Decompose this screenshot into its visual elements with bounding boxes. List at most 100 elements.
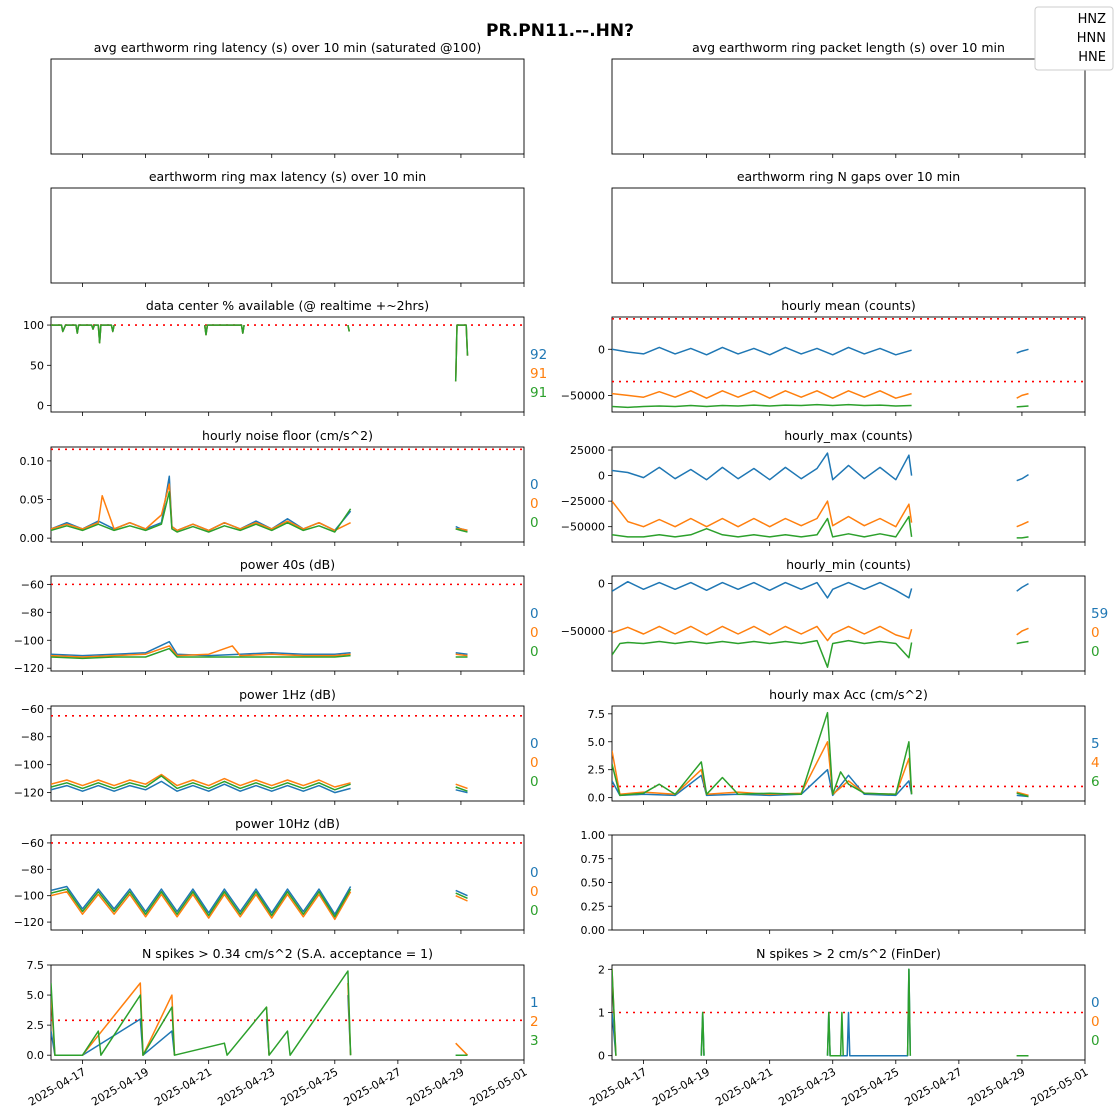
x-tick-label: 2025-04-29 bbox=[405, 1065, 467, 1108]
series-line-hnn bbox=[612, 741, 1029, 797]
y-tick-label: 7.5 bbox=[588, 708, 606, 721]
panel-title: hourly mean (counts) bbox=[781, 298, 915, 313]
series-line-hnn bbox=[51, 483, 468, 532]
y-tick-label: 0.75 bbox=[581, 853, 606, 866]
y-tick-label: 5.0 bbox=[588, 736, 606, 749]
x-tick-label: 2025-05-01 bbox=[468, 1065, 530, 1108]
panel-title: earthworm ring N gaps over 10 min bbox=[737, 169, 960, 184]
y-tick-label: −50000 bbox=[561, 521, 605, 534]
series-line-hne bbox=[612, 403, 1029, 409]
legend-box bbox=[1034, 6, 1114, 71]
y-tick-label: 50 bbox=[30, 359, 44, 372]
panel-title: hourly_max (counts) bbox=[784, 428, 913, 443]
count-label-hne: 91 bbox=[530, 385, 547, 401]
y-tick-label: 5.0 bbox=[27, 989, 45, 1002]
series-line-hne bbox=[51, 647, 468, 660]
y-tick-label: −100 bbox=[14, 634, 44, 647]
series-line-hnn bbox=[612, 625, 1029, 642]
x-tick-label: 2025-04-19 bbox=[89, 1065, 151, 1108]
series-line-hnn bbox=[612, 390, 1029, 399]
panel-p40: power 40s (dB) −60 −80 −100 −120 0 0 0 bbox=[14, 557, 539, 675]
series-line-hnz bbox=[612, 768, 1029, 798]
axes-frame bbox=[50, 58, 525, 155]
y-tick-label: 0.0 bbox=[27, 1049, 45, 1062]
count-label-hnz: 59 bbox=[1091, 606, 1108, 622]
x-tick-label: 2025-04-23 bbox=[215, 1065, 277, 1108]
panel-accmax: hourly max Acc (cm/s^2) 0.0 2.5 5.0 7.5 5 4 6 bbox=[588, 687, 1100, 805]
y-tick-label: −50000 bbox=[561, 625, 605, 638]
panel-lat_avg: avg earthworm ring latency (s) over 10 m… bbox=[50, 40, 525, 158]
series-line-hnz bbox=[51, 640, 468, 657]
series-line-hnn bbox=[51, 324, 469, 382]
series-line-hne bbox=[51, 324, 469, 382]
count-label-hnn: 0 bbox=[530, 625, 539, 641]
axes-frame bbox=[611, 575, 1086, 672]
x-tick-label: 2025-04-27 bbox=[341, 1065, 403, 1108]
legend-entry-hnn: HNN bbox=[1077, 31, 1106, 46]
y-tick-label: 0 bbox=[598, 343, 605, 356]
y-tick-label: 1 bbox=[598, 1007, 605, 1020]
count-label-hnz: 92 bbox=[530, 347, 547, 363]
count-label-hnn: 2 bbox=[530, 1014, 539, 1030]
panel-title: avg earthworm ring packet length (s) ove… bbox=[692, 40, 1005, 55]
count-label-hnz: 0 bbox=[530, 736, 539, 752]
series-line-hne bbox=[51, 775, 468, 792]
count-label-hnz: 1 bbox=[530, 995, 539, 1011]
panel-pkt_len: avg earthworm ring packet length (s) ove… bbox=[611, 40, 1086, 158]
panel-empty: 0.00 0.25 0.50 0.75 1.00 bbox=[581, 829, 1086, 937]
y-tick-label: 0.10 bbox=[20, 455, 45, 468]
x-tick-label: 2025-04-21 bbox=[152, 1065, 214, 1108]
panels: avg earthworm ring latency (s) over 10 m… bbox=[14, 40, 1108, 1109]
panel-title: power 1Hz (dB) bbox=[239, 687, 336, 702]
count-label-hnz: 0 bbox=[530, 477, 539, 493]
count-label-hne: 3 bbox=[530, 1033, 539, 1049]
axes-frame bbox=[50, 575, 525, 672]
series-line-hnz bbox=[51, 995, 468, 1056]
count-label-hnz: 0 bbox=[530, 865, 539, 881]
series-line-hne bbox=[51, 888, 468, 918]
axes-frame bbox=[50, 705, 525, 802]
y-tick-label: 2.5 bbox=[588, 764, 606, 777]
count-label-hnz: 0 bbox=[1091, 995, 1100, 1011]
panel-spk034: N spikes > 0.34 cm/s^2 (S.A. acceptance … bbox=[26, 946, 538, 1109]
panel-p1: power 1Hz (dB) −60 −80 −100 −120 0 0 0 bbox=[14, 687, 539, 805]
series-line-hnn bbox=[612, 500, 1029, 528]
y-tick-label: 2.5 bbox=[27, 1019, 45, 1032]
y-tick-label: −80 bbox=[21, 606, 44, 619]
x-tick-label: 2025-04-21 bbox=[713, 1065, 775, 1108]
y-tick-label: 0.05 bbox=[20, 494, 45, 507]
axes-frame bbox=[611, 58, 1086, 155]
series-line-hnn bbox=[612, 969, 1029, 1057]
axes-frame bbox=[611, 446, 1086, 543]
y-tick-label: −80 bbox=[21, 731, 44, 744]
y-tick-label: −100 bbox=[14, 759, 44, 772]
series-line-hne bbox=[612, 711, 1029, 798]
y-tick-label: −25000 bbox=[561, 495, 605, 508]
axes-frame bbox=[611, 316, 1086, 413]
series-line-hne bbox=[612, 639, 1029, 668]
axes-frame bbox=[50, 316, 525, 413]
count-label-hnz: 0 bbox=[530, 606, 539, 622]
y-tick-label: 1.00 bbox=[581, 829, 606, 842]
y-tick-label: 0 bbox=[598, 470, 605, 483]
x-tick-label: 2025-05-01 bbox=[1029, 1065, 1091, 1108]
count-label-hne: 0 bbox=[1091, 644, 1100, 660]
panel-title: N spikes > 2 cm/s^2 (FinDer) bbox=[756, 946, 941, 961]
count-label-hnn: 0 bbox=[530, 884, 539, 900]
axes-frame bbox=[611, 834, 1086, 931]
count-label-hne: 6 bbox=[1091, 774, 1100, 790]
panel-avail: data center % available (@ realtime +~2h… bbox=[23, 298, 547, 416]
count-label-hnn: 91 bbox=[530, 366, 547, 382]
series-line-hne bbox=[612, 968, 1029, 1057]
series-line-hne bbox=[51, 970, 468, 1056]
panel-title: N spikes > 0.34 cm/s^2 (S.A. acceptance … bbox=[142, 946, 433, 961]
panel-hmin: hourly_min (counts) 0 −50000 59 0 0 bbox=[561, 557, 1108, 675]
count-label-hnn: 4 bbox=[1091, 755, 1100, 771]
series-line-hnz bbox=[612, 452, 1029, 482]
series-line-hnz bbox=[612, 346, 1029, 356]
y-tick-label: 0.50 bbox=[581, 877, 606, 890]
panel-mean: hourly mean (counts) 0 −50000 bbox=[561, 298, 1086, 416]
count-label-hne: 0 bbox=[530, 644, 539, 660]
series-line-hnn bbox=[51, 773, 468, 790]
